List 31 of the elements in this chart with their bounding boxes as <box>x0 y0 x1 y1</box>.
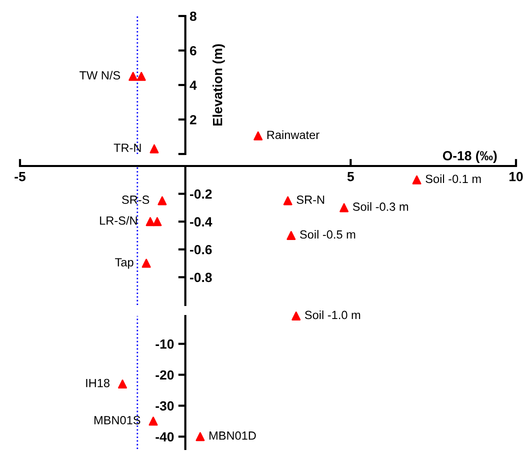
annotation: TR-N <box>114 144 141 152</box>
x-axis-title: O-18 (‰) <box>442 150 497 164</box>
y-tick-label: 8 <box>190 12 196 21</box>
annotation: Soil -0.5 m <box>300 230 356 239</box>
y-tick-label: -0.4 <box>190 217 212 227</box>
x-tick-label: 5 <box>347 172 354 182</box>
y-tick-label: -0.8 <box>190 272 212 282</box>
annotation: SR-N <box>296 196 324 204</box>
y-tick-label: -0.6 <box>190 244 212 254</box>
annotation: Rainwater <box>267 130 320 140</box>
annotation: SR-S <box>122 196 150 204</box>
y-tick-label: -0.2 <box>190 189 212 199</box>
y-tick-label: 6 <box>190 46 196 56</box>
annotation: LR-S/N <box>100 216 137 225</box>
y-tick-label: 2 <box>190 115 196 124</box>
annotation: MBN01D <box>210 431 256 440</box>
y-tick-label: -30 <box>156 401 174 411</box>
annotation: Tap <box>115 258 134 269</box>
y-tick-label: -40 <box>156 432 174 442</box>
y-tick-label: -10 <box>156 339 174 349</box>
y-tick-label: -20 <box>156 370 174 380</box>
y-axis-title: Elevation (m) <box>212 44 225 126</box>
annotation: TW N/S <box>80 70 120 80</box>
annotation: IH18 <box>86 378 110 388</box>
y-tick-label: 4 <box>190 80 197 90</box>
annotation: Soil -0.1 m <box>426 174 481 184</box>
annotation: Soil -0.3 m <box>352 202 408 211</box>
annotation: Soil -1.0 m <box>304 310 360 320</box>
annotation: MBN01S <box>94 416 140 424</box>
x-tick-label: 10 <box>509 172 523 182</box>
x-tick-label: -5 <box>14 172 26 182</box>
